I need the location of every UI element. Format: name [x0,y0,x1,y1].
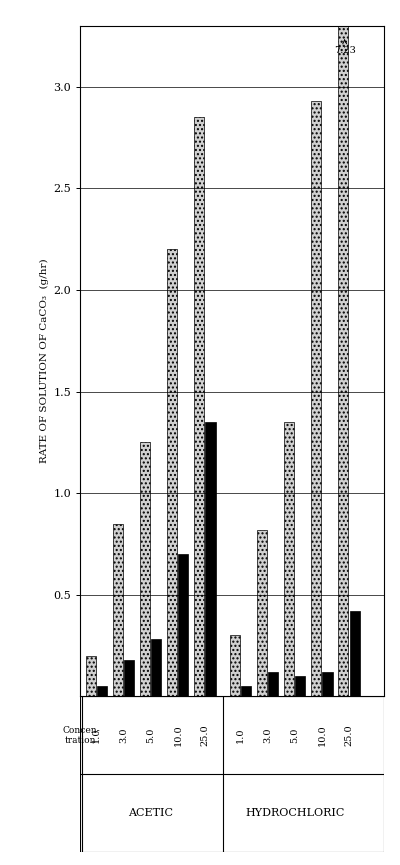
Text: Concen-
tration: Concen- tration [62,726,100,745]
Text: 10.0: 10.0 [318,725,326,746]
Y-axis label: RATE OF SOLUTION OF CaCO₃  (g/hr): RATE OF SOLUTION OF CaCO₃ (g/hr) [40,259,49,464]
Bar [230,636,240,696]
Bar [206,422,216,696]
Bar [350,611,360,696]
Text: HYDROCHLORIC: HYDROCHLORIC [245,808,344,818]
Bar [167,249,177,696]
Bar [295,676,306,696]
Bar [140,442,150,696]
Text: 25.0: 25.0 [200,725,210,746]
Text: 25.0: 25.0 [344,725,354,746]
Bar [124,660,134,696]
Text: 5.0: 5.0 [290,727,299,743]
Bar [311,101,321,696]
Text: 1.0: 1.0 [236,727,245,743]
Bar [322,672,332,696]
Bar [178,554,188,696]
Text: 3.0: 3.0 [119,727,128,743]
Text: 5.0: 5.0 [146,727,155,743]
Text: 1.0: 1.0 [92,727,101,743]
Text: 3.0: 3.0 [263,727,272,743]
Bar [86,656,96,696]
Bar [97,686,107,696]
Bar [284,422,294,696]
Bar [194,118,204,696]
Bar [268,672,278,696]
Bar [338,26,348,696]
Bar [151,639,162,696]
Bar [241,686,251,696]
Text: ACETIC: ACETIC [128,808,173,818]
Text: 10.0: 10.0 [173,725,182,746]
Text: 7.23: 7.23 [334,40,356,54]
Bar [257,529,267,696]
Bar [113,523,123,696]
